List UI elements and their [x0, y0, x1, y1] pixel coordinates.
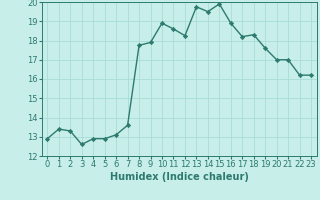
- X-axis label: Humidex (Indice chaleur): Humidex (Indice chaleur): [110, 172, 249, 182]
